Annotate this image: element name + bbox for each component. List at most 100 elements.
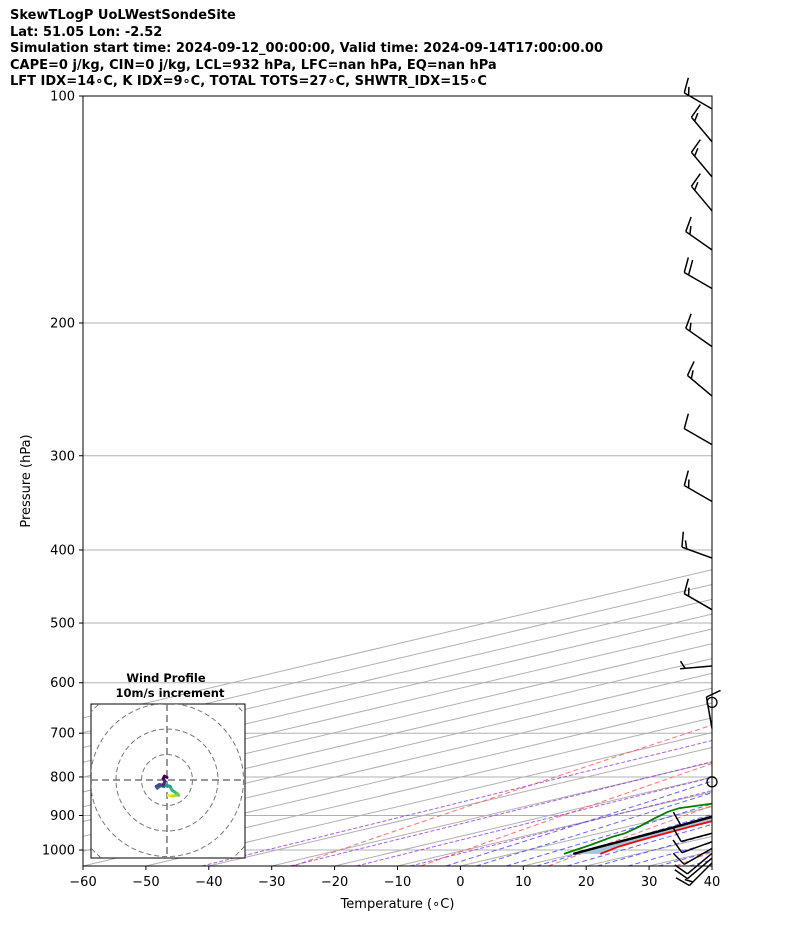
wind-barb — [690, 104, 713, 143]
hodograph-title: Wind Profile — [126, 671, 206, 685]
y-tick-label: 1000 — [42, 844, 75, 859]
barb-shaft — [690, 116, 713, 143]
isotherm-line — [83, 702, 712, 852]
isotherm-line — [83, 672, 712, 823]
parcel-profile — [572, 815, 712, 856]
wind-barb — [683, 470, 713, 503]
barb-feather — [684, 540, 688, 549]
mixing-ratio-line — [356, 777, 712, 866]
isotherm-line — [711, 865, 712, 866]
barb-feather — [690, 370, 694, 379]
y-tick-label: 200 — [50, 316, 75, 331]
isotherm-line — [83, 643, 712, 793]
x-tick-label: 30 — [641, 875, 658, 890]
wind-barb — [679, 660, 713, 670]
barb-feather — [689, 225, 692, 235]
moist-adiabat — [752, 96, 794, 866]
barb-feather — [685, 313, 692, 329]
dry-adiabat — [420, 763, 712, 866]
barb-feather — [672, 852, 685, 865]
chart-header: SkewTLogP UoLWestSondeSite Lat: 51.05 Lo… — [10, 8, 603, 91]
barb-feather — [674, 869, 688, 880]
wind-barb — [672, 827, 713, 843]
barb-feather — [683, 413, 690, 429]
cape-shading — [573, 816, 712, 854]
barb-shaft — [680, 832, 713, 843]
isotherm-line — [334, 776, 712, 866]
barb-feather — [687, 259, 694, 276]
x-tick-label: 10 — [515, 875, 532, 890]
barb-feather — [686, 361, 695, 376]
isotherm-line — [586, 835, 712, 866]
barb-shaft — [683, 92, 713, 110]
barb-feather — [683, 470, 690, 486]
hodograph-plot — [91, 704, 245, 858]
mixing-ratio-line — [290, 761, 712, 866]
barb-shaft — [681, 546, 713, 559]
barb-feather — [690, 104, 701, 118]
barb-feather — [672, 839, 683, 854]
barb-shaft — [687, 374, 713, 397]
wind-barb — [674, 852, 713, 875]
wind-barb — [683, 257, 713, 290]
barb-feather — [675, 877, 690, 887]
wind-barb — [690, 139, 713, 178]
wind-barb — [672, 839, 713, 854]
calm-wind-circle — [706, 776, 718, 788]
x-tick-label: −50 — [132, 875, 159, 890]
isotherm-line — [83, 687, 712, 837]
barb-feather — [690, 139, 701, 153]
y-tick-label: 900 — [50, 809, 75, 824]
barb-shaft — [683, 484, 713, 503]
x-tick-label: −60 — [69, 875, 96, 890]
hodograph-subtitle: 10m/s increment — [116, 686, 225, 700]
isotherm-line — [83, 658, 712, 808]
barb-shaft — [681, 841, 713, 854]
barb-shaft — [685, 327, 713, 348]
barb-feather — [689, 322, 692, 332]
wind-barb — [690, 173, 713, 212]
wind-barb — [672, 811, 713, 827]
x-tick-label: −30 — [258, 875, 285, 890]
time-line: Simulation start time: 2024-09-12_00:00:… — [10, 41, 603, 56]
moist-adiabat — [689, 859, 712, 866]
hodograph-ring — [91, 704, 244, 857]
barb-shaft — [680, 816, 713, 827]
y-tick-label: 700 — [50, 727, 75, 742]
wind-barb — [685, 313, 713, 348]
barb-shaft — [683, 271, 713, 290]
wind-barb — [674, 857, 713, 880]
mixing-ratio-line — [201, 739, 712, 866]
x-tick-label: 0 — [456, 875, 464, 890]
x-tick-label: −10 — [384, 875, 411, 890]
wind-barbs — [672, 77, 721, 887]
hodograph-segment — [162, 774, 169, 779]
barb-feather — [693, 181, 699, 191]
barb-feather — [683, 77, 690, 94]
isotherm-line — [397, 791, 712, 866]
barb-shaft — [683, 847, 713, 866]
chart-axes: −60 −50 −40 −30 −20 −10 0 10 20 30 40 100 200 300 400 5… — [19, 90, 720, 913]
calm-wind-circle — [706, 696, 718, 708]
x-tick-label: −20 — [321, 875, 348, 890]
y-tick-label: 400 — [50, 543, 75, 558]
barb-shaft — [687, 857, 713, 880]
moist-adiabat — [597, 833, 712, 866]
x-axis-label: Temperature (∘C) — [340, 897, 455, 912]
barb-feather — [683, 578, 690, 594]
barb-feather — [683, 257, 690, 273]
y-tick-label: 500 — [50, 617, 75, 632]
barb-shaft — [680, 665, 713, 670]
location-line: Lat: 51.05 Lon: -2.52 — [10, 24, 163, 40]
mixing-ratio-line — [410, 790, 712, 866]
y-tick-label: 600 — [50, 676, 75, 691]
barb-shaft — [688, 862, 713, 887]
wind-barb — [683, 578, 713, 611]
isotherm-line — [83, 628, 712, 778]
isotherm-line — [523, 821, 712, 866]
barb-shaft — [690, 185, 713, 212]
barb-feather — [674, 864, 688, 875]
wind-barb — [686, 361, 713, 397]
